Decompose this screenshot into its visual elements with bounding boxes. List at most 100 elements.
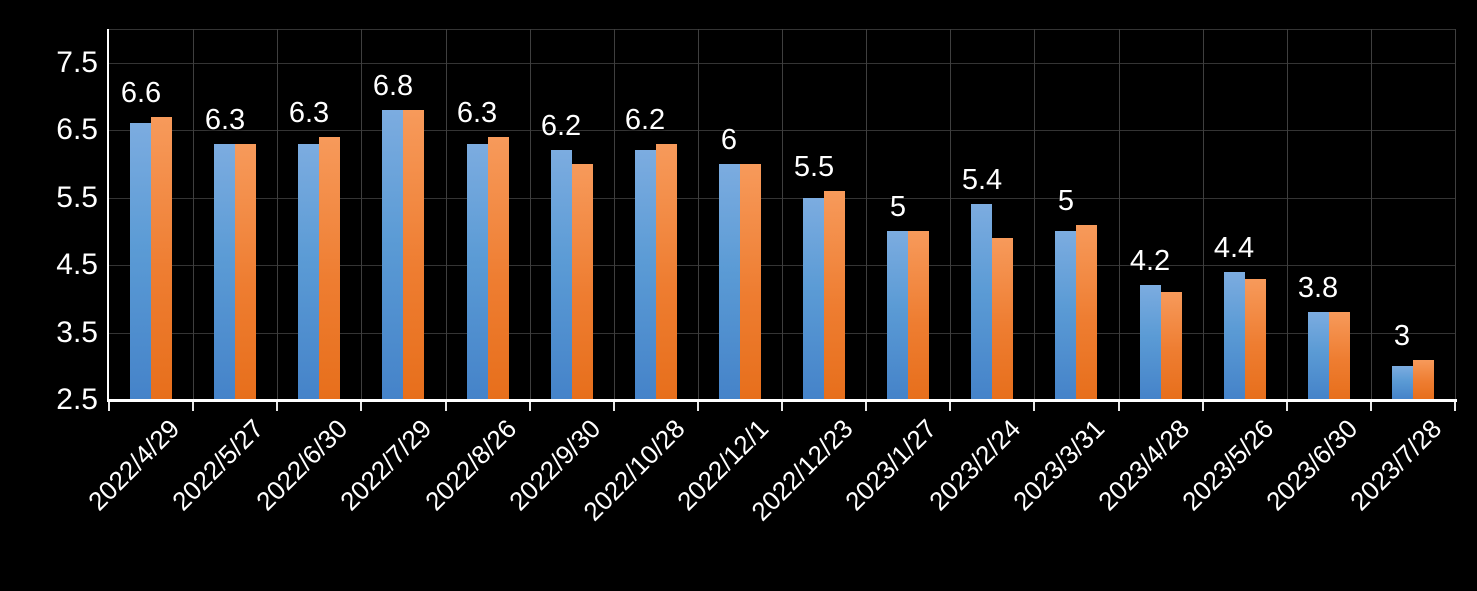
x-axis-label: 2022/6/30	[250, 413, 354, 517]
bar-orange-series	[740, 164, 761, 399]
data-label: 4.2	[1129, 245, 1171, 277]
x-axis-label: 2023/4/28	[1092, 413, 1196, 517]
x-axis-tick	[1033, 402, 1035, 411]
data-label: 5.5	[793, 151, 835, 183]
vertical-gridline	[866, 29, 867, 400]
data-label: 4.4	[1213, 232, 1255, 264]
bar-orange-series	[235, 144, 256, 399]
data-label: 5	[1057, 185, 1075, 217]
vertical-gridline	[1119, 29, 1120, 400]
x-axis-tick	[360, 402, 362, 411]
bar-orange-series	[656, 144, 677, 399]
vertical-gridline	[614, 29, 615, 400]
x-axis-tick	[949, 402, 951, 411]
x-axis-tick	[1454, 402, 1456, 411]
x-axis-label: 2023/7/28	[1344, 413, 1448, 517]
x-axis-label: 2023/2/24	[923, 413, 1027, 517]
data-label: 5	[889, 191, 907, 223]
x-axis-label: 2023/3/31	[1007, 413, 1111, 517]
x-axis-tick	[1286, 402, 1288, 411]
vertical-gridline	[1455, 29, 1456, 400]
vertical-gridline	[1203, 29, 1204, 400]
y-axis-label: 6.5	[56, 113, 98, 146]
bar-blue-series	[719, 164, 740, 399]
data-label: 6.8	[372, 70, 414, 102]
x-axis-line	[107, 399, 1457, 402]
x-axis-tick	[1118, 402, 1120, 411]
bar-blue-series	[214, 144, 235, 399]
x-axis-tick	[276, 402, 278, 411]
x-axis-tick	[613, 402, 615, 411]
bar-orange-series	[403, 110, 424, 399]
bar-blue-series	[1140, 285, 1161, 399]
data-label: 6.2	[540, 110, 582, 142]
vertical-gridline	[1371, 29, 1372, 400]
data-label: 6.6	[120, 77, 162, 109]
bar-orange-series	[824, 191, 845, 399]
y-axis-label: 4.5	[56, 248, 98, 281]
bar-blue-series	[298, 144, 319, 399]
vertical-gridline	[698, 29, 699, 400]
bar-blue-series	[635, 150, 656, 399]
x-axis-tick	[697, 402, 699, 411]
y-axis-label: 2.5	[56, 383, 98, 416]
y-axis-label: 7.5	[56, 46, 98, 79]
x-axis-label: 2022/8/26	[419, 413, 523, 517]
bar-orange-series	[1245, 279, 1266, 399]
bar-orange-series	[1161, 292, 1182, 399]
data-label: 6.2	[624, 104, 666, 136]
data-label: 3	[1393, 320, 1411, 352]
x-axis-tick	[529, 402, 531, 411]
x-axis-tick	[781, 402, 783, 411]
vertical-gridline	[1034, 29, 1035, 400]
x-axis-label: 2022/7/29	[334, 413, 438, 517]
vertical-gridline	[782, 29, 783, 400]
x-axis-label: 2022/5/27	[166, 413, 270, 517]
vertical-gridline	[446, 29, 447, 400]
bar-blue-series	[1392, 366, 1413, 399]
data-label: 5.4	[961, 164, 1003, 196]
x-axis-tick	[1202, 402, 1204, 411]
x-axis-label: 2023/5/26	[1176, 413, 1280, 517]
vertical-gridline	[361, 29, 362, 400]
bar-orange-series	[1076, 225, 1097, 399]
vertical-gridline	[193, 29, 194, 400]
bar-orange-series	[908, 231, 929, 399]
bar-orange-series	[488, 137, 509, 399]
bar-blue-series	[130, 123, 151, 399]
bar-orange-series	[992, 238, 1013, 399]
bar-orange-series	[1329, 312, 1350, 399]
data-label: 6	[720, 124, 738, 156]
bar-blue-series	[1055, 231, 1076, 399]
y-axis-label: 5.5	[56, 181, 98, 214]
vertical-gridline	[530, 29, 531, 400]
bar-blue-series	[1308, 312, 1329, 399]
bar-blue-series	[382, 110, 403, 399]
x-axis-label: 2023/1/27	[839, 413, 943, 517]
bar-blue-series	[887, 231, 908, 399]
data-label: 6.3	[204, 104, 246, 136]
vertical-gridline	[1287, 29, 1288, 400]
data-label: 3.8	[1297, 272, 1339, 304]
bar-orange-series	[319, 137, 340, 399]
bar-blue-series	[467, 144, 488, 399]
x-axis-tick	[445, 402, 447, 411]
data-label: 6.3	[288, 97, 330, 129]
bar-orange-series	[572, 164, 593, 399]
y-axis-label: 3.5	[56, 316, 98, 349]
x-axis-label: 2022/4/29	[82, 413, 186, 517]
bar-orange-series	[1413, 360, 1434, 399]
x-axis-tick	[192, 402, 194, 411]
bar-blue-series	[551, 150, 572, 399]
x-axis-label: 2023/6/30	[1260, 413, 1364, 517]
x-axis-tick	[865, 402, 867, 411]
bar-orange-series	[151, 117, 172, 399]
vertical-gridline	[277, 29, 278, 400]
data-label: 6.3	[456, 97, 498, 129]
bar-blue-series	[803, 198, 824, 399]
bar-blue-series	[971, 204, 992, 399]
x-axis-tick	[1370, 402, 1372, 411]
vertical-gridline	[950, 29, 951, 400]
bar-blue-series	[1224, 272, 1245, 399]
